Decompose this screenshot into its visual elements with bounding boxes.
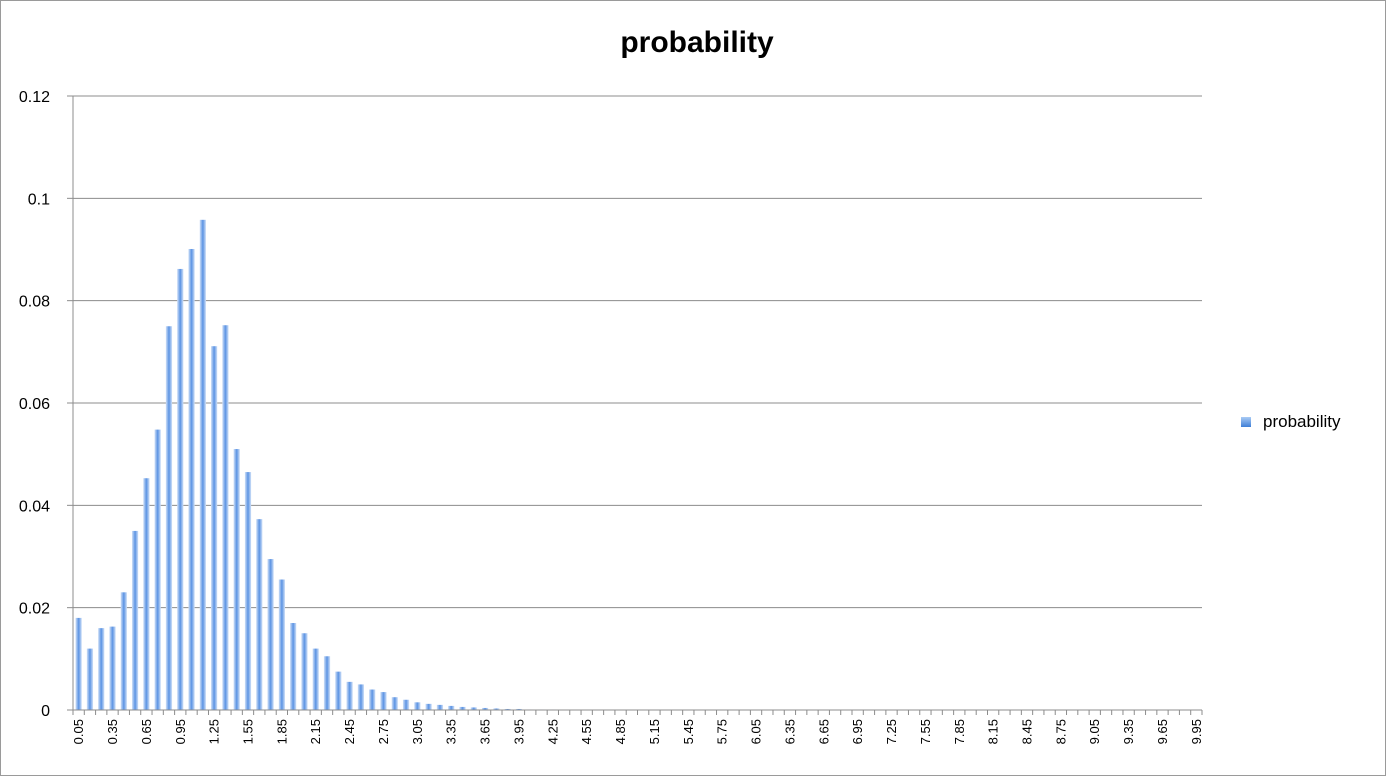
y-axis: 0 0.02 0.04 0.06 0.08 0.1 0.12 (19, 89, 74, 720)
bar (188, 248, 195, 711)
bar (177, 268, 184, 710)
y-tick-label: 0.12 (19, 89, 50, 106)
x-tick-label: 9.65 (1155, 719, 1170, 744)
x-tick-label: 7.85 (952, 719, 967, 744)
y-tick-label: 0.06 (19, 396, 50, 413)
bar (267, 559, 274, 710)
bar (504, 708, 511, 710)
y-tick-label: 0 (41, 703, 50, 720)
bar (515, 708, 523, 710)
bar (154, 429, 161, 710)
y-tick-label: 0.04 (19, 498, 50, 515)
bar (98, 628, 105, 710)
bar (459, 706, 466, 710)
x-tick-label: 4.25 (545, 719, 560, 744)
y-tick-label: 0.02 (19, 601, 50, 618)
bar (222, 325, 229, 710)
y-tick-label: 0.1 (28, 191, 50, 208)
bar (120, 592, 127, 710)
x-tick-label: 2.15 (308, 719, 323, 744)
bar-series (75, 219, 1200, 711)
x-tick-label: 4.55 (579, 719, 594, 744)
bar (436, 704, 444, 710)
x-tick-label: 3.05 (410, 719, 425, 744)
bar (278, 579, 285, 710)
bar (346, 681, 353, 710)
bar (323, 656, 331, 710)
x-tick-label: 8.75 (1053, 719, 1068, 744)
x-tick-label: 6.35 (782, 719, 797, 744)
bar (75, 617, 82, 710)
x-tick-label: 0.35 (105, 719, 120, 744)
x-tick-label: 8.45 (1020, 719, 1035, 744)
bar (402, 699, 410, 710)
bar (493, 708, 500, 710)
x-tick-label: 3.35 (444, 719, 459, 744)
bar (481, 707, 489, 710)
bar (143, 478, 150, 710)
x-tick-label: 5.45 (681, 719, 696, 744)
x-tick-label: 6.05 (749, 719, 764, 744)
bar (391, 697, 398, 710)
bar (131, 530, 139, 710)
x-tick-label: 6.95 (850, 719, 865, 744)
bar (109, 626, 116, 710)
legend: probability (1241, 412, 1341, 432)
bar (301, 633, 308, 710)
x-tick-label: 2.75 (376, 719, 391, 744)
x-tick-label: 0.05 (71, 719, 86, 744)
x-tick-label: 0.65 (139, 719, 154, 744)
x-tick-label: 3.65 (478, 719, 493, 744)
x-tick-label: 6.65 (816, 719, 831, 744)
legend-swatch (1241, 417, 1251, 427)
x-tick-label: 8.15 (986, 719, 1001, 744)
legend-label: probability (1263, 412, 1341, 431)
bar (312, 648, 319, 710)
x-tick-label: 9.05 (1087, 719, 1102, 744)
x-tick-label: 1.85 (274, 719, 289, 744)
x-tick-label: 1.55 (240, 719, 255, 744)
x-tick-label: 0.95 (173, 719, 188, 744)
bar (414, 702, 421, 710)
bar (335, 671, 342, 711)
bar (199, 219, 206, 710)
x-tick-label: 9.95 (1189, 719, 1204, 744)
x-tick-label: 9.35 (1121, 719, 1136, 744)
bar (357, 684, 364, 710)
x-tick-label: 4.85 (613, 719, 628, 744)
y-tick-label: 0.08 (19, 294, 50, 311)
gridlines (73, 95, 1202, 609)
bar (290, 623, 297, 710)
bar (211, 346, 218, 710)
bar (369, 689, 376, 710)
bar (448, 705, 455, 710)
bar (244, 472, 252, 710)
bar (256, 519, 263, 710)
x-tick-label: 3.95 (511, 719, 526, 744)
x-axis: 0.05 0.35 0.65 0.95 1.25 1.55 1.85 2.15 2.45 2.75… (71, 709, 1204, 744)
bar (86, 648, 94, 710)
bar (470, 707, 477, 710)
x-tick-label: 5.15 (647, 719, 662, 744)
x-tick-label: 1.25 (207, 719, 222, 744)
bar (233, 449, 240, 710)
x-tick-label: 2.45 (342, 719, 357, 744)
chart-title: probability (620, 26, 774, 59)
x-tick-label: 7.55 (918, 719, 933, 744)
bar (425, 703, 432, 710)
bar (165, 326, 173, 710)
x-tick-label: 5.75 (715, 719, 730, 744)
bar (380, 692, 387, 710)
x-tick-label: 7.25 (884, 719, 899, 744)
